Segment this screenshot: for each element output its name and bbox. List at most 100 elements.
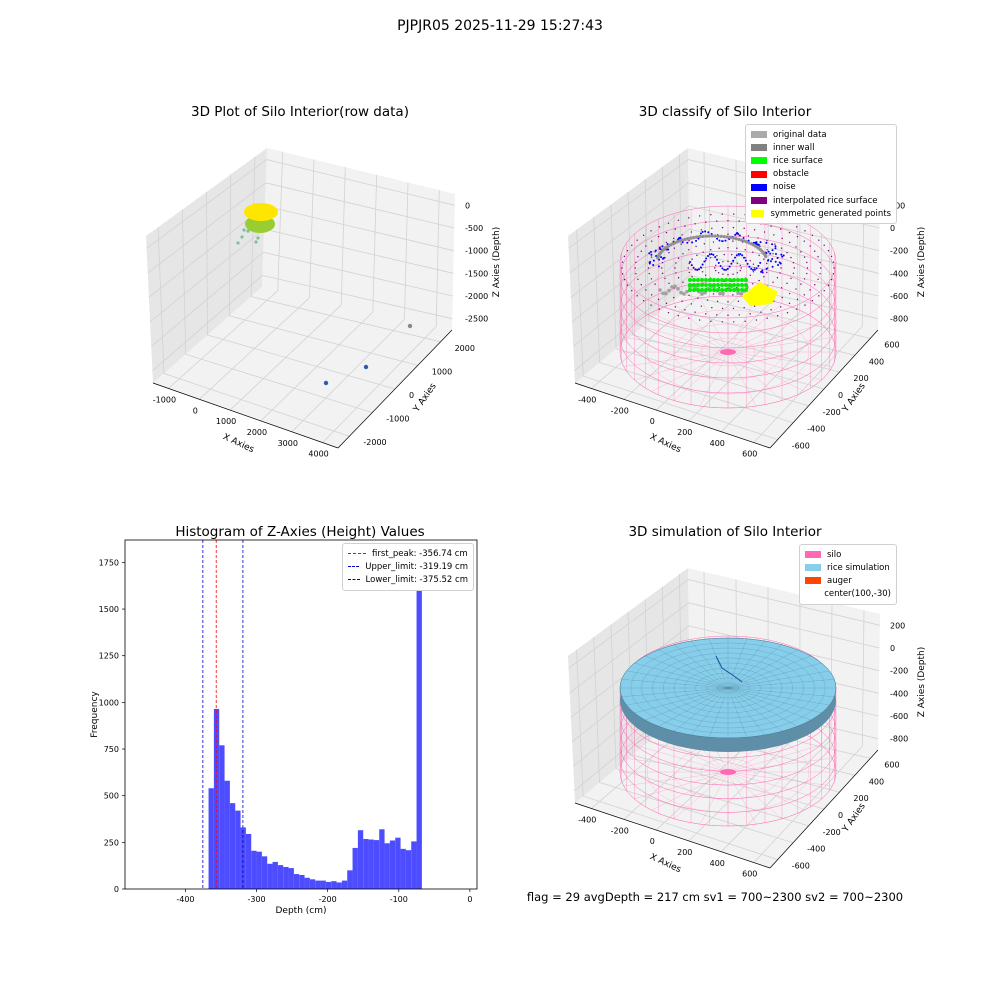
p2-interp-point — [721, 226, 724, 229]
p1-xgrid — [229, 167, 346, 411]
p2-interp-point — [718, 287, 720, 289]
p2-interp-point — [737, 300, 740, 303]
p2-interp-point — [645, 289, 647, 291]
histogram-bar — [379, 829, 385, 889]
p2-wall-point — [675, 240, 680, 244]
legend-label: symmetric generated points — [770, 208, 891, 219]
p1-xgrid — [322, 190, 440, 443]
histogram-bar — [405, 850, 412, 889]
p2-rice-point — [736, 278, 740, 282]
p2-noise-point — [755, 267, 758, 270]
p4-z-tick-label: -600 — [890, 712, 908, 721]
p1-point — [242, 228, 246, 232]
p2-interp-point — [684, 225, 686, 227]
p2-noise-point — [782, 254, 785, 257]
p2-interp-point — [833, 267, 835, 269]
legend-item: rice simulation — [805, 561, 891, 574]
p2-noise-point — [725, 268, 727, 271]
p4-center-marker — [715, 655, 743, 683]
p2-rice-point — [744, 288, 748, 292]
p2-interp-point — [636, 239, 638, 241]
p2-interp-point — [732, 294, 734, 296]
p2-interp-point — [755, 319, 758, 321]
p2-interp-point — [675, 272, 677, 274]
p2-interp-point — [811, 234, 814, 237]
legend-label: interpolated rice surface — [773, 195, 878, 206]
p2-y-tick-label: -200 — [823, 408, 841, 417]
histogram-bar — [213, 708, 220, 889]
p2-interp-point — [749, 313, 751, 315]
p2-noise-point — [701, 263, 704, 266]
p2-noise-point — [744, 259, 747, 262]
legend-label: center(100,-30) — [824, 589, 891, 600]
p4-rice-mesh-spoke — [645, 655, 729, 689]
p1-y-tick-label: 2000 — [455, 344, 475, 353]
p3-y-axis-label: Frequency — [90, 691, 100, 738]
p4-ygrid — [576, 649, 778, 860]
p2-noise-point — [761, 269, 764, 272]
p2-noise-point — [689, 261, 691, 263]
legend-label: rice surface — [773, 155, 823, 166]
p2-noise-point — [703, 260, 706, 263]
panel2-legend: original data inner wall rice surface obsta… — [745, 124, 897, 225]
p2-rice-point — [700, 278, 704, 282]
p1-zgrid — [147, 182, 455, 274]
p2-interp-point — [823, 244, 825, 247]
p2-y-tick-label: 600 — [884, 340, 899, 349]
histogram-bar — [272, 861, 278, 889]
p2-wall-point — [680, 238, 685, 242]
p4-silo-center-mark — [720, 769, 736, 775]
legend-label: inner wall — [773, 142, 815, 153]
p2-noise-point — [652, 259, 655, 262]
p2-interp-point — [690, 231, 693, 233]
p2-interp-point — [753, 267, 756, 269]
p2-interp-point — [809, 289, 811, 291]
p4-rice-mesh-spoke — [658, 687, 729, 727]
p1-x-tick-label: 0 — [193, 406, 198, 415]
p4-rice-mesh-spoke — [727, 649, 798, 689]
p2-interp-point — [753, 229, 756, 231]
p1-x-tick-label: 1000 — [216, 417, 236, 426]
p4-rice-mesh-spoke — [727, 687, 747, 738]
p2-interp-point — [705, 313, 707, 315]
p2-y-axis-line — [769, 329, 879, 449]
panel2-title: 3D classify of Silo Interior — [638, 104, 812, 120]
p2-interp-point — [691, 276, 693, 278]
p2-rice-point — [704, 283, 708, 287]
legend-item: rice surface — [751, 154, 891, 167]
p2-rice-point — [744, 283, 748, 287]
p2-z-axis-label: Z Axies (Depth) — [917, 227, 927, 298]
p2-interp-point — [716, 220, 718, 222]
p2-interp-point — [718, 247, 720, 249]
p2-interp-point — [796, 235, 799, 238]
panel3-title: Histogram of Z-Axies (Height) Values — [175, 524, 425, 540]
p2-interp-point — [695, 245, 697, 248]
p2-interp-point — [803, 278, 806, 280]
legend-label: obstacle — [773, 169, 809, 180]
p1-point — [407, 323, 413, 329]
legend-item: symmetric generated points — [751, 207, 891, 220]
p4-x-tick-label: -200 — [611, 826, 629, 835]
p4-ygrid — [644, 599, 840, 793]
p2-interp-point — [832, 273, 835, 275]
p2-x-tick-label: -400 — [578, 395, 596, 404]
p4-floor-pane — [575, 707, 878, 868]
p2-interp-point — [820, 267, 822, 269]
p2-interp-point — [636, 295, 638, 297]
p2-interp-point — [727, 260, 729, 262]
p2-interp-point — [788, 241, 791, 244]
p1-point — [256, 236, 260, 240]
p2-rice-point — [732, 278, 736, 282]
histogram-bar — [368, 839, 374, 889]
histogram-bar — [411, 841, 417, 889]
p2-noise-point — [657, 265, 660, 268]
p2-interp-point — [773, 234, 775, 236]
p2-interp-point — [694, 311, 696, 313]
p2-interp-point — [804, 304, 806, 306]
p2-interp-point — [780, 247, 783, 249]
p2-noise-point — [726, 267, 729, 270]
p4-z-tick-label: 200 — [890, 621, 905, 630]
p2-interp-point — [766, 262, 768, 265]
legend-swatch — [751, 183, 767, 191]
